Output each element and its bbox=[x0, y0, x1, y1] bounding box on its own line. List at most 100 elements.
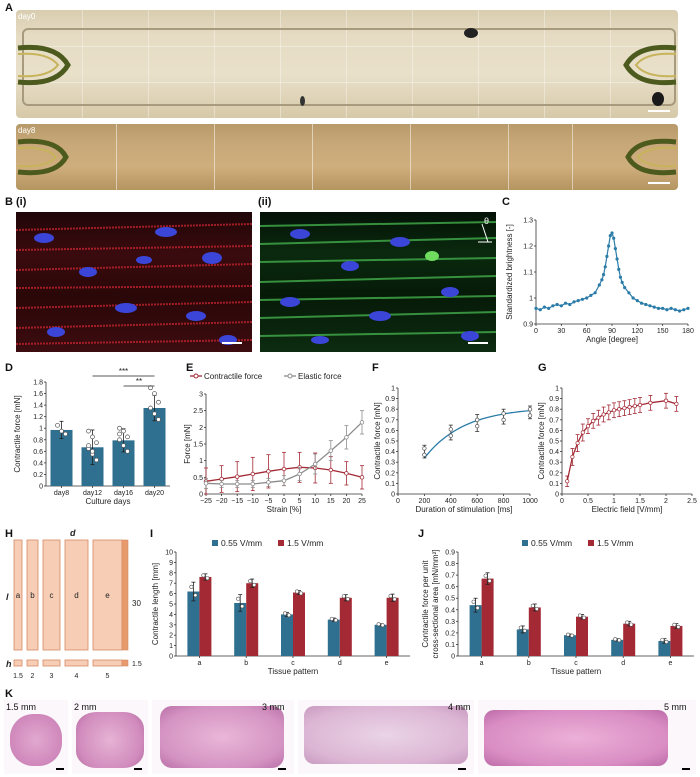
data-point bbox=[596, 415, 601, 420]
tissue-pattern-rect bbox=[26, 539, 39, 651]
y-axis-label: Standardized brightness [-] bbox=[505, 224, 514, 320]
y-tick-label: 0.6 bbox=[445, 584, 455, 591]
panel-label-f: F bbox=[372, 362, 379, 374]
y-axis-label-line2: cross-sectional area [mN/mm²] bbox=[431, 550, 440, 659]
y-tick-label: 0 bbox=[199, 492, 203, 499]
y-tick-label: 1 bbox=[391, 386, 395, 393]
x-tick-label: 20 bbox=[343, 498, 351, 505]
data-point bbox=[281, 478, 287, 483]
y-tick-label: 0.1 bbox=[385, 481, 395, 488]
x-tick-label: 5 bbox=[298, 498, 302, 505]
data-point bbox=[392, 597, 397, 602]
x-tick-label: a bbox=[197, 660, 201, 667]
data-point bbox=[344, 471, 349, 476]
y-tick-label: 0.8 bbox=[385, 407, 395, 414]
x-axis-label: Culture days bbox=[86, 497, 131, 506]
x-tick-label: b bbox=[244, 660, 248, 667]
day0-label: day0 bbox=[18, 12, 36, 21]
x-tick-label: 10 bbox=[311, 498, 319, 505]
data-point bbox=[329, 616, 334, 621]
data-point bbox=[601, 273, 606, 277]
y-tick-label: 1.2 bbox=[33, 414, 43, 421]
data-point bbox=[580, 430, 585, 435]
y-tick-label: 0.6 bbox=[549, 428, 559, 435]
y-tick-label: 0.6 bbox=[33, 449, 43, 456]
y-tick-label: 0.4 bbox=[385, 449, 395, 456]
width-label: 5 bbox=[106, 673, 110, 680]
bar bbox=[576, 616, 588, 656]
y-tick-label: 0.7 bbox=[385, 417, 395, 424]
y-tick-label: 1.5 bbox=[193, 442, 203, 449]
data-point bbox=[669, 306, 673, 310]
legend-swatch bbox=[588, 540, 594, 546]
data-point bbox=[572, 300, 576, 304]
y-tick-label: 1.2 bbox=[523, 244, 533, 251]
pillar-right-icon bbox=[623, 44, 677, 86]
x-tick-label: e bbox=[385, 660, 389, 667]
legend-label: Contractile force bbox=[204, 372, 263, 381]
y-tick-label: 0.9 bbox=[549, 396, 559, 403]
data-point bbox=[677, 309, 682, 313]
y-tick-label: 1 bbox=[555, 386, 559, 393]
data-point bbox=[661, 306, 665, 310]
y-tick-label: 1.3 bbox=[523, 218, 533, 225]
x-tick-label: d bbox=[338, 660, 342, 667]
he-section-2mm: 2 mm bbox=[72, 700, 148, 774]
x-axis-label: Tissue pattern bbox=[551, 667, 601, 676]
bar bbox=[670, 625, 683, 656]
cross-section-rect bbox=[92, 659, 123, 667]
data-point bbox=[610, 231, 614, 235]
data-point bbox=[542, 305, 547, 309]
data-point bbox=[250, 471, 255, 477]
data-point bbox=[328, 467, 333, 473]
data-point bbox=[600, 278, 604, 282]
y-tick-label: 0.2 bbox=[33, 472, 43, 479]
pillar-left-icon bbox=[17, 138, 69, 176]
he-label-1: 1.5 mm bbox=[6, 702, 37, 712]
data-point bbox=[219, 481, 224, 487]
scale-bar bbox=[648, 182, 670, 184]
data-point bbox=[617, 407, 622, 412]
data-point bbox=[475, 605, 480, 610]
scale-bar bbox=[468, 342, 488, 344]
chart-f-duration-force: 0 0.1 0.2 0.3 0.4 0.5 0.6 0.7 0.8 0.9 1 0 200 400 600 8… bbox=[373, 386, 538, 515]
data-point bbox=[620, 280, 624, 284]
data-point bbox=[611, 408, 617, 413]
legend-swatch bbox=[522, 540, 528, 546]
pattern-label: c bbox=[50, 591, 54, 600]
bar bbox=[293, 592, 305, 656]
width-label: 3 bbox=[50, 673, 54, 680]
data-point bbox=[597, 283, 601, 287]
pattern-label: d bbox=[74, 591, 78, 600]
data-point bbox=[501, 411, 506, 416]
y-tick-label: 1 bbox=[169, 643, 173, 650]
data-point bbox=[312, 461, 318, 467]
data-point bbox=[422, 446, 427, 451]
data-point bbox=[55, 422, 60, 428]
data-point bbox=[615, 257, 619, 261]
data-point bbox=[359, 475, 365, 480]
bar bbox=[564, 635, 576, 656]
x-tick-label: 25 bbox=[358, 498, 366, 505]
y-tick-label: 3 bbox=[169, 622, 173, 629]
bar bbox=[327, 619, 340, 656]
scale-bar bbox=[648, 110, 670, 112]
l-label: l bbox=[6, 592, 9, 602]
data-point bbox=[501, 417, 506, 422]
data-point bbox=[608, 234, 612, 238]
cross-section-rect bbox=[13, 659, 23, 667]
micrograph-actinin-red bbox=[16, 212, 252, 352]
data-point bbox=[648, 400, 653, 405]
data-point bbox=[152, 391, 157, 396]
pattern-label: a bbox=[16, 591, 21, 600]
y-axis-label: Force [mN] bbox=[183, 424, 192, 464]
data-point bbox=[559, 304, 563, 308]
data-point bbox=[623, 286, 627, 290]
y-tick-label: 0.5 bbox=[193, 475, 203, 482]
y-tick-label: 0.9 bbox=[385, 396, 395, 403]
panel-label-k: K bbox=[5, 688, 13, 700]
data-point bbox=[582, 615, 587, 620]
width-label: 4 bbox=[75, 673, 79, 680]
significance-marker: ** bbox=[136, 377, 142, 386]
y-tick-label: 0.9 bbox=[445, 550, 455, 557]
